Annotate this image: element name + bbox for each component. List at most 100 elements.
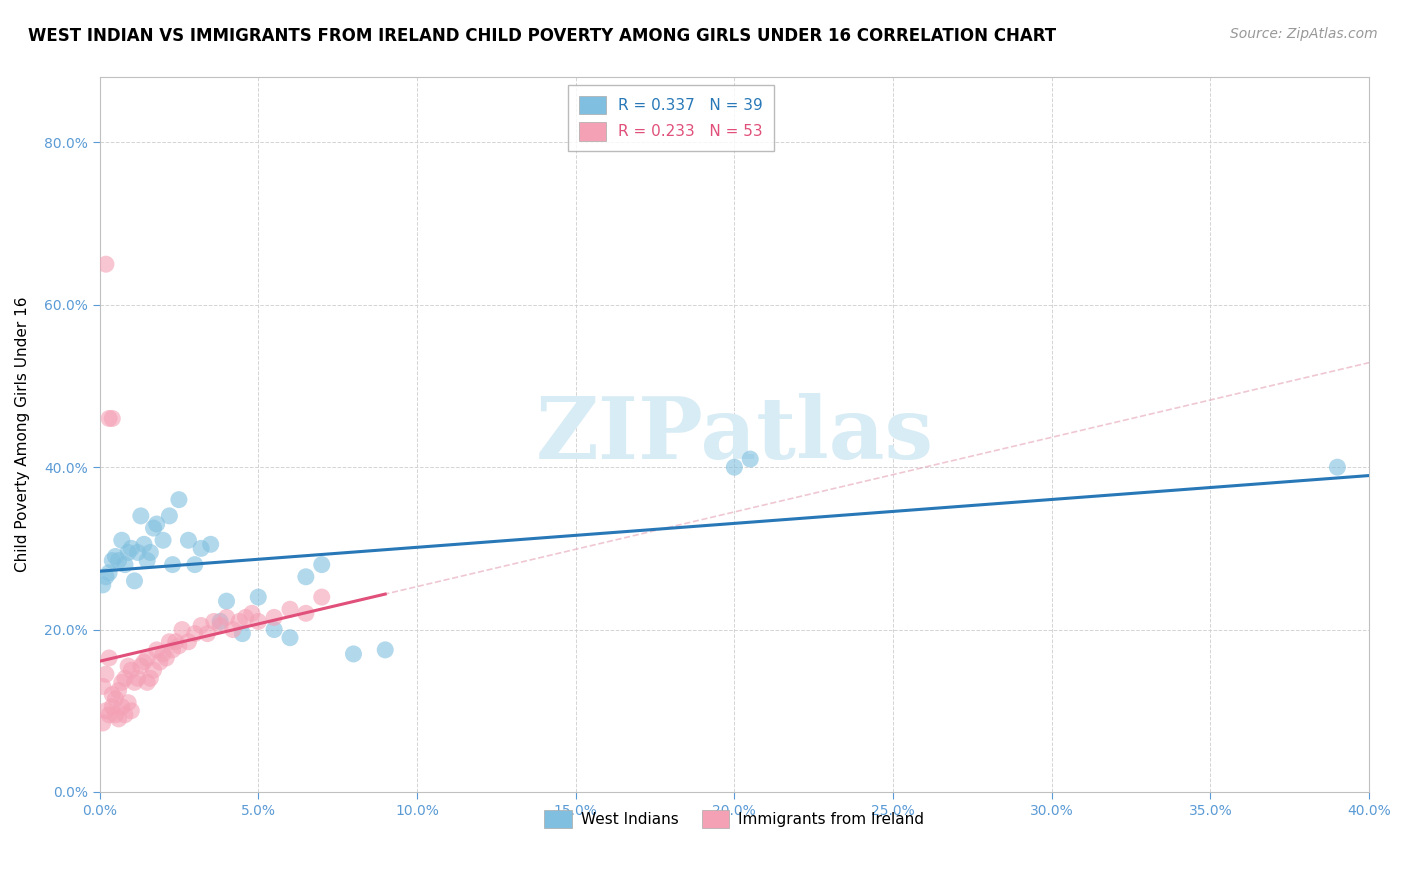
Point	[111, 699, 134, 714]
Point	[723, 460, 745, 475]
Point	[136, 675, 159, 690]
Point	[111, 533, 134, 548]
Point	[129, 508, 152, 523]
Point	[98, 566, 121, 580]
Point	[342, 647, 364, 661]
Point	[120, 704, 142, 718]
Point	[91, 680, 114, 694]
Point	[167, 492, 190, 507]
Point	[136, 651, 159, 665]
Point	[101, 553, 124, 567]
Point	[107, 712, 129, 726]
Point	[247, 590, 270, 604]
Point	[278, 602, 301, 616]
Point	[209, 618, 232, 632]
Point	[157, 634, 180, 648]
Point	[104, 691, 127, 706]
Point	[101, 699, 124, 714]
Point	[107, 553, 129, 567]
Point	[162, 643, 184, 657]
Point	[155, 651, 177, 665]
Point	[117, 659, 139, 673]
Point	[114, 707, 136, 722]
Point	[98, 411, 121, 425]
Point	[177, 634, 200, 648]
Point	[124, 574, 146, 588]
Point	[1326, 460, 1348, 475]
Point	[263, 623, 285, 637]
Point	[200, 537, 222, 551]
Point	[222, 623, 245, 637]
Point	[295, 607, 318, 621]
Point	[167, 639, 190, 653]
Point	[101, 411, 124, 425]
Point	[98, 707, 121, 722]
Point	[120, 541, 142, 556]
Point	[152, 533, 174, 548]
Legend: West Indians, Immigrants from Ireland: West Indians, Immigrants from Ireland	[538, 804, 931, 834]
Point	[136, 553, 159, 567]
Point	[94, 667, 117, 681]
Point	[129, 659, 152, 673]
Point	[311, 558, 333, 572]
Point	[111, 675, 134, 690]
Point	[197, 626, 219, 640]
Point	[184, 558, 207, 572]
Text: WEST INDIAN VS IMMIGRANTS FROM IRELAND CHILD POVERTY AMONG GIRLS UNDER 16 CORREL: WEST INDIAN VS IMMIGRANTS FROM IRELAND C…	[28, 27, 1056, 45]
Point	[311, 590, 333, 604]
Point	[101, 688, 124, 702]
Point	[374, 643, 396, 657]
Point	[120, 663, 142, 677]
Point	[209, 615, 232, 629]
Point	[91, 578, 114, 592]
Point	[104, 707, 127, 722]
Point	[98, 651, 121, 665]
Point	[117, 696, 139, 710]
Point	[114, 558, 136, 572]
Point	[94, 570, 117, 584]
Point	[740, 452, 762, 467]
Point	[149, 655, 172, 669]
Point	[94, 257, 117, 271]
Point	[295, 570, 318, 584]
Point	[278, 631, 301, 645]
Point	[247, 615, 270, 629]
Point	[184, 626, 207, 640]
Point	[139, 671, 162, 685]
Point	[127, 545, 149, 559]
Point	[190, 618, 212, 632]
Point	[157, 508, 180, 523]
Point	[91, 715, 114, 730]
Point	[145, 643, 167, 657]
Point	[142, 521, 165, 535]
Point	[240, 607, 263, 621]
Point	[142, 663, 165, 677]
Point	[228, 615, 250, 629]
Point	[165, 634, 187, 648]
Point	[202, 615, 225, 629]
Point	[132, 537, 155, 551]
Point	[104, 549, 127, 564]
Point	[172, 623, 194, 637]
Point	[215, 610, 238, 624]
Point	[263, 610, 285, 624]
Point	[117, 545, 139, 559]
Point	[127, 671, 149, 685]
Point	[94, 704, 117, 718]
Point	[107, 683, 129, 698]
Point	[139, 545, 162, 559]
Point	[190, 541, 212, 556]
Text: ZIPatlas: ZIPatlas	[536, 392, 934, 476]
Point	[231, 626, 253, 640]
Point	[124, 675, 146, 690]
Text: Source: ZipAtlas.com: Source: ZipAtlas.com	[1230, 27, 1378, 41]
Point	[235, 610, 257, 624]
Point	[177, 533, 200, 548]
Point	[152, 647, 174, 661]
Point	[132, 655, 155, 669]
Point	[145, 516, 167, 531]
Point	[215, 594, 238, 608]
Point	[114, 671, 136, 685]
Point	[162, 558, 184, 572]
Y-axis label: Child Poverty Among Girls Under 16: Child Poverty Among Girls Under 16	[15, 297, 30, 573]
